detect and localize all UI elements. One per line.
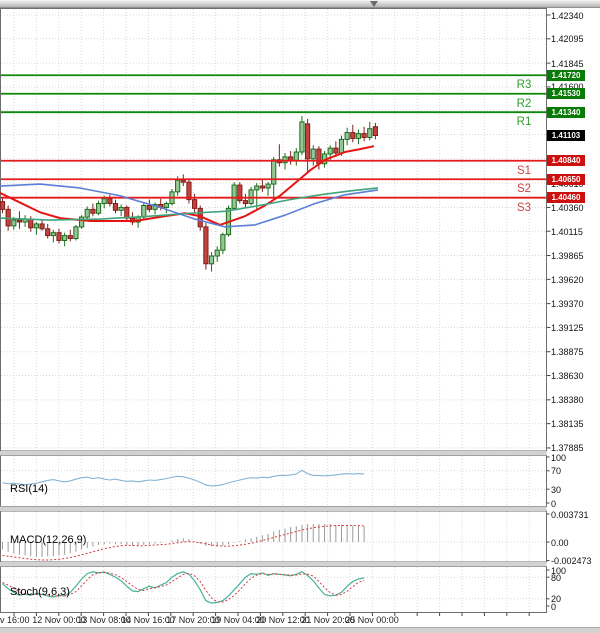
chart-shift-triangle[interactable] xyxy=(370,1,378,7)
candle-body xyxy=(163,203,169,208)
candle-body xyxy=(372,126,378,137)
candle-body xyxy=(50,232,56,237)
stoch-k-line xyxy=(2,571,365,604)
candle-body xyxy=(79,216,85,228)
candle-body xyxy=(338,138,345,154)
window-top-strip xyxy=(0,0,600,8)
candle-body xyxy=(0,201,6,210)
candle-body xyxy=(327,147,333,155)
candle-body xyxy=(11,219,17,227)
candle-body xyxy=(95,203,102,214)
ma-mid-green xyxy=(0,187,379,221)
candle-body xyxy=(186,181,192,201)
rsi-panel[interactable] xyxy=(0,455,547,507)
axis-tick-marks xyxy=(13,14,551,616)
candle-body xyxy=(220,234,226,251)
candle-body xyxy=(203,226,209,265)
window-bottom-strip xyxy=(0,627,600,633)
candle-body xyxy=(367,128,373,138)
panel-separator-2[interactable] xyxy=(0,506,547,512)
candle-body xyxy=(271,159,277,185)
candle-body xyxy=(310,148,316,160)
candle-body xyxy=(33,223,39,229)
candle-body xyxy=(141,204,147,218)
candle-body xyxy=(90,208,96,214)
candle-body xyxy=(254,185,260,191)
candle-body xyxy=(231,184,237,209)
candle-body xyxy=(192,199,198,209)
candle-body xyxy=(45,228,51,237)
candle-body xyxy=(28,218,34,229)
macd-histogram xyxy=(2,524,365,557)
candle-body xyxy=(73,226,79,240)
candle-body xyxy=(248,189,254,205)
candle-body xyxy=(305,123,311,160)
candle-body xyxy=(361,133,367,138)
candle-body xyxy=(16,219,23,223)
candle-body xyxy=(84,208,90,218)
candle-body xyxy=(242,200,249,205)
candle-body xyxy=(62,235,68,241)
candle-body xyxy=(67,235,73,240)
stoch-d-line xyxy=(2,571,365,603)
candle-body xyxy=(56,232,62,241)
candle-body xyxy=(101,198,107,205)
grid-horizontal xyxy=(1,14,547,600)
candle-body xyxy=(39,223,45,230)
macd-signal-line xyxy=(2,525,365,561)
candle-body xyxy=(124,206,130,219)
candle-body xyxy=(350,132,356,139)
panel-separator-1[interactable] xyxy=(0,451,547,456)
panel-separator-3[interactable] xyxy=(0,562,547,567)
candle-body xyxy=(355,133,362,139)
candle-body xyxy=(293,151,299,162)
candle-body xyxy=(344,132,350,140)
candle-body xyxy=(107,198,113,205)
ma-slow-blue xyxy=(0,183,379,228)
candle-body xyxy=(112,203,119,211)
rsi-line xyxy=(2,469,365,487)
candle-body xyxy=(333,147,339,154)
candle-body xyxy=(180,179,186,183)
candle-body xyxy=(299,121,305,153)
candle-body xyxy=(146,204,153,210)
candle-body xyxy=(208,255,215,265)
candle-body xyxy=(282,156,288,164)
candle-body xyxy=(214,249,220,257)
candle-body xyxy=(118,206,124,211)
candle-body xyxy=(265,183,271,189)
candle-body xyxy=(237,184,243,202)
candle-body xyxy=(259,185,265,189)
candle-body xyxy=(175,179,181,193)
